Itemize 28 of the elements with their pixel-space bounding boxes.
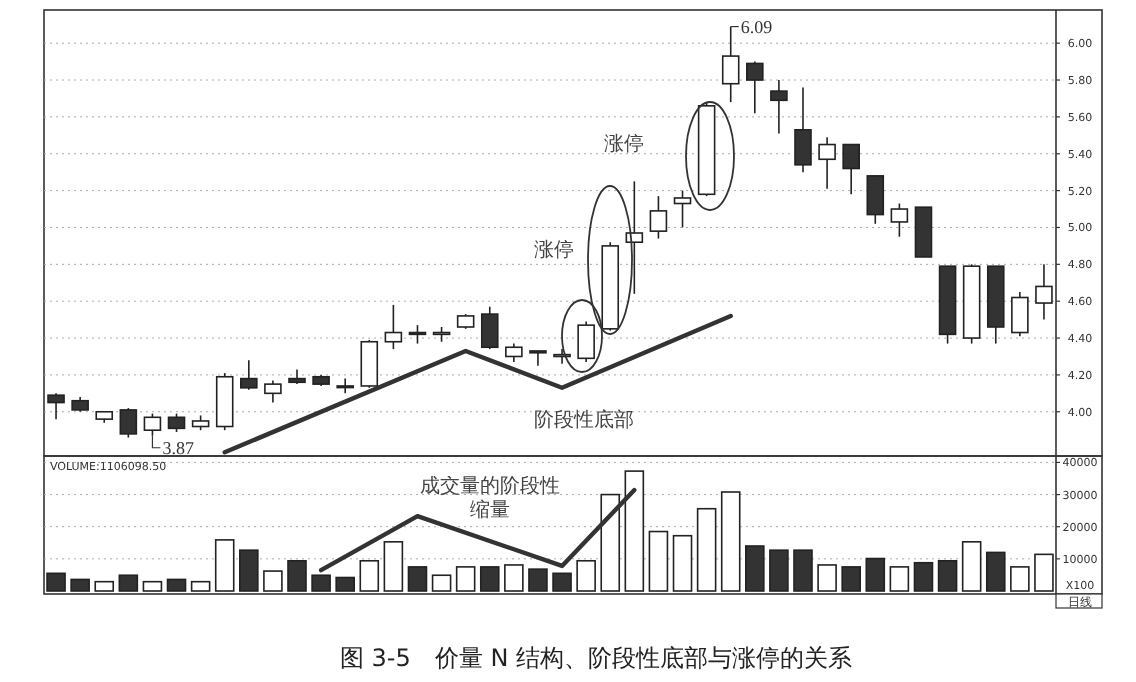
annotation: 阶段性底部 — [534, 408, 634, 432]
bar — [263, 570, 283, 592]
bar — [720, 491, 741, 592]
bar — [600, 493, 621, 592]
annotation: 3.87 — [162, 437, 195, 458]
bar — [504, 564, 524, 592]
bar — [431, 574, 452, 592]
bar — [961, 541, 982, 592]
bar — [214, 539, 235, 592]
bar — [648, 530, 669, 592]
annotation: 6.09 — [740, 16, 774, 37]
bar — [359, 559, 380, 592]
annotation: 涨停 — [534, 238, 574, 262]
bar — [455, 566, 476, 592]
bar — [190, 580, 211, 592]
bar — [624, 470, 645, 592]
bar — [142, 580, 163, 592]
bar — [672, 534, 693, 592]
bar — [817, 564, 837, 592]
bar — [696, 507, 717, 592]
bar — [576, 559, 596, 592]
bar — [94, 580, 115, 592]
caption: 图 3-5 价量 N 结构、阶段性底部与涨停的关系 — [339, 644, 853, 672]
bar — [889, 566, 910, 592]
annotation: 涨停 — [604, 132, 644, 156]
bar — [1010, 566, 1030, 592]
bar — [383, 541, 404, 592]
bar — [1034, 553, 1054, 592]
